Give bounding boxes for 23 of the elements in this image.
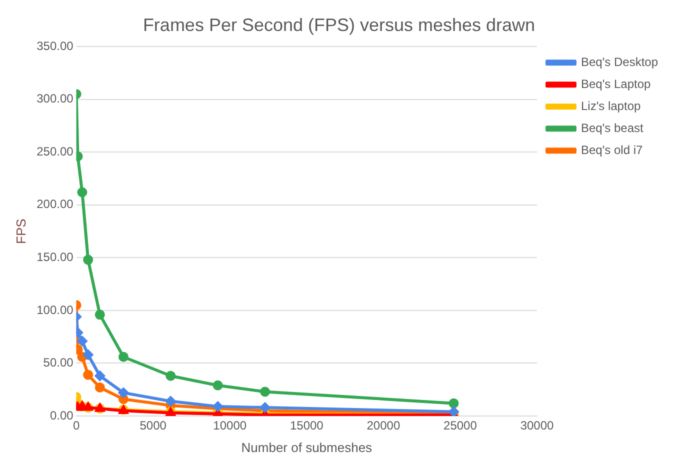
x-tick-label: 10000	[213, 418, 247, 433]
y-tick-label: 50.00	[43, 356, 74, 370]
legend-label: Beq's Desktop	[581, 54, 658, 69]
x-axis-title: Number of submeshes	[241, 440, 373, 455]
x-tick-label: 5000	[140, 418, 167, 433]
y-tick-label: 350.00	[36, 38, 74, 53]
legend-label: Beq's old i7	[581, 142, 643, 157]
legend-label: Beq's beast	[581, 120, 644, 135]
y-tick-label: 300.00	[36, 92, 74, 106]
x-tick-label: 20000	[366, 418, 400, 433]
x-tick-label: 15000	[290, 418, 324, 433]
legend-label: Liz's laptop	[581, 98, 641, 113]
y-tick-label: 200.00	[36, 197, 74, 212]
legend-label: Beq's Laptop	[581, 76, 652, 91]
x-tick-label: 25000	[444, 418, 478, 433]
y-tick-label: 150.00	[36, 250, 74, 264]
x-tick-label: 30000	[520, 418, 554, 433]
chart-title: Frames Per Second (FPS) versus meshes drawn	[142, 14, 536, 35]
y-axis-title: FPS	[13, 218, 28, 244]
y-tick-label: 250.00	[36, 144, 74, 158]
y-tick-label: 100.00	[36, 302, 74, 317]
x-tick-label: 0	[72, 418, 80, 433]
y-tick-label: 0.00	[50, 408, 74, 422]
